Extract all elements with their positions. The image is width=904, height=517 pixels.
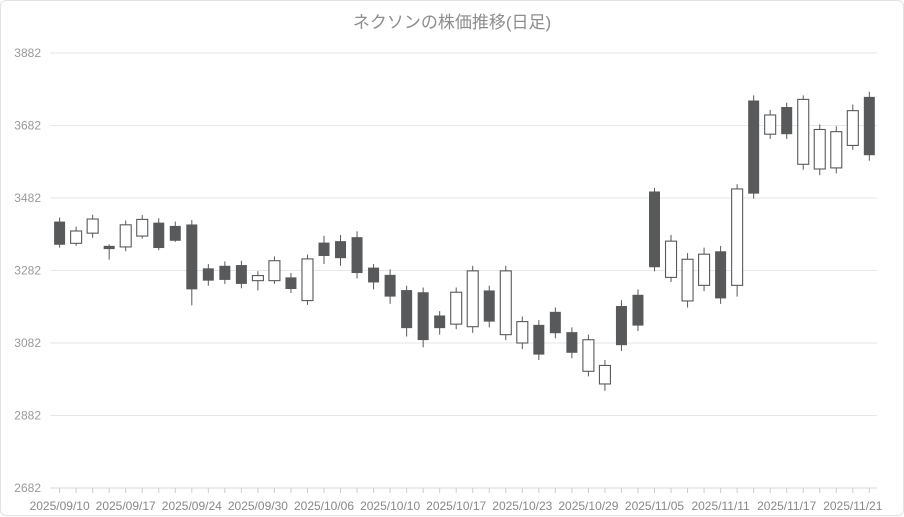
svg-text:3882: 3882 xyxy=(14,46,41,60)
svg-text:2025/11/17: 2025/11/17 xyxy=(757,499,816,513)
svg-text:2025/10/06: 2025/10/06 xyxy=(294,499,354,513)
svg-text:2025/09/30: 2025/09/30 xyxy=(228,499,288,513)
svg-text:2025/11/05: 2025/11/05 xyxy=(625,499,684,513)
svg-text:2025/09/17: 2025/09/17 xyxy=(96,499,156,513)
svg-text:2025/10/10: 2025/10/10 xyxy=(360,499,420,513)
svg-text:2025/10/23: 2025/10/23 xyxy=(492,499,552,513)
svg-text:2682: 2682 xyxy=(14,481,41,495)
svg-text:3282: 3282 xyxy=(14,264,41,278)
svg-text:2025/10/29: 2025/10/29 xyxy=(558,499,618,513)
svg-text:2025/09/24: 2025/09/24 xyxy=(162,499,222,513)
svg-text:2025/11/21: 2025/11/21 xyxy=(823,499,882,513)
svg-text:2025/11/11: 2025/11/11 xyxy=(691,499,750,513)
svg-text:2025/09/10: 2025/09/10 xyxy=(30,499,90,513)
svg-text:2882: 2882 xyxy=(14,409,41,423)
svg-text:2025/10/17: 2025/10/17 xyxy=(426,499,486,513)
svg-text:3482: 3482 xyxy=(14,191,41,205)
svg-text:3082: 3082 xyxy=(14,336,41,350)
svg-text:3682: 3682 xyxy=(14,119,41,133)
